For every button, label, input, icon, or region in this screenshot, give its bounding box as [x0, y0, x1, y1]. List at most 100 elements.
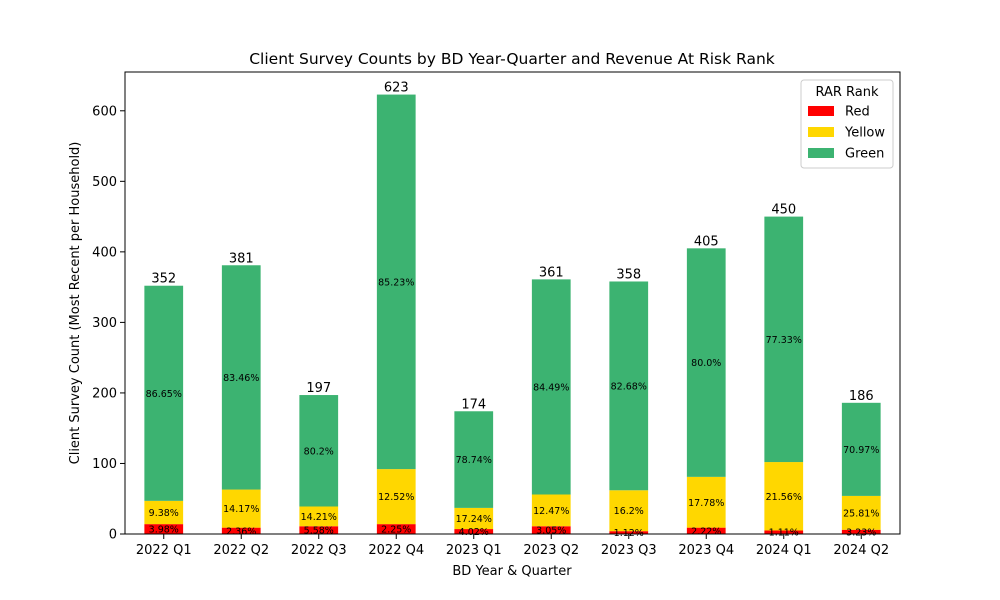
y-tick-label: 500: [92, 175, 117, 190]
x-tick-label: 2023 Q4: [678, 543, 734, 558]
bar-yellow-2023-q2: [531, 494, 571, 527]
segment-label-red: 4.02%: [459, 527, 489, 538]
bar-red-2022-q3: [299, 526, 339, 534]
bar-green-2022-q4: [376, 94, 416, 470]
segment-label-yellow: 12.52%: [378, 492, 414, 503]
segment-label-green: 85.23%: [378, 277, 414, 288]
bar-green-2023-q3: [609, 281, 649, 491]
bar-total-label: 352: [151, 272, 176, 287]
bar-total-label: 361: [539, 265, 564, 280]
plot-frame: [124, 71, 901, 535]
bar-total-label: 186: [849, 389, 874, 404]
bar-green-2024-q2: [841, 402, 881, 496]
legend-box: [800, 79, 894, 169]
x-tick-label: 2023 Q3: [601, 543, 657, 558]
bar-red-2023-q4: [686, 527, 726, 534]
segment-label-red: 1.11%: [769, 528, 799, 539]
bar-yellow-2022-q1: [144, 500, 184, 525]
x-tick-label: 2022 Q4: [368, 543, 424, 558]
axes: 2022 Q1 2022 Q2 2022 Q3 2022 Q4 2023 Q1 2023 …: [92, 104, 889, 558]
segment-label-green: 78.74%: [456, 455, 492, 466]
bar-total-label: 450: [771, 203, 796, 218]
segment-label-yellow: 21.56%: [766, 492, 802, 503]
chart-title: Client Survey Counts by BD Year-Quarter …: [249, 50, 775, 68]
x-tick-label: 2022 Q3: [291, 543, 347, 558]
bar-yellow-2024-q1: [764, 462, 804, 531]
x-tick-label: 2022 Q2: [213, 543, 269, 558]
x-tick-label: 2022 Q1: [136, 543, 192, 558]
segment-label-red: 3.23%: [846, 527, 876, 538]
bar-yellow-2023-q1: [454, 507, 494, 530]
x-tick-label: 2024 Q2: [833, 543, 889, 558]
x-tick-label: 2024 Q1: [756, 543, 812, 558]
bar-red-2023-q3: [609, 531, 649, 534]
segment-label-yellow: 16.2%: [614, 506, 644, 517]
segment-label-green: 80.2%: [304, 446, 334, 457]
segment-label-yellow: 14.17%: [223, 504, 259, 515]
segment-label-yellow: 14.21%: [301, 512, 337, 523]
segment-label-green: 83.46%: [223, 373, 259, 384]
segment-label-red: 3.98%: [149, 525, 179, 536]
bar-red-2023-q2: [531, 526, 571, 534]
bar-green-2022-q3: [299, 395, 339, 507]
plot-area: 3.98% 9.38% 86.65% 352 2.36% 14.17% 83.46% 381 5…: [144, 81, 881, 539]
bar-green-2023-q1: [454, 411, 494, 508]
segment-label-green: 82.68%: [611, 381, 647, 392]
bar-red-2022-q2: [221, 527, 261, 534]
segment-label-green: 84.49%: [533, 382, 569, 393]
bar-green-2023-q4: [686, 248, 726, 477]
segment-label-red: 2.36%: [226, 526, 256, 537]
bar-green-2023-q2: [531, 279, 571, 495]
segment-label-yellow: 17.78%: [688, 498, 724, 509]
bar-red-2024-q1: [764, 530, 804, 534]
segment-label-red: 5.58%: [304, 526, 334, 537]
bar-red-2024-q2: [841, 529, 881, 534]
y-tick-label: 200: [92, 386, 117, 401]
bar-yellow-2022-q4: [376, 469, 416, 525]
bar-yellow-2023-q3: [609, 490, 649, 532]
y-tick-label: 600: [92, 104, 117, 119]
y-tick-label: 100: [92, 457, 117, 472]
y-axis-label: Client Survey Count (Most Recent per Hou…: [68, 142, 83, 465]
bar-total-label: 381: [229, 251, 254, 266]
segment-label-red: 2.25%: [381, 525, 411, 536]
segment-label-green: 77.33%: [766, 335, 802, 346]
segment-label-green: 70.97%: [843, 445, 879, 456]
legend: RAR Rank Red Yellow Green: [800, 79, 894, 169]
bar-red-2022-q4: [376, 524, 416, 534]
bar-red-2023-q1: [454, 529, 494, 534]
legend-swatch-yellow: [808, 127, 834, 137]
segment-label-green: 80.0%: [691, 358, 721, 369]
segment-label-yellow: 25.81%: [843, 508, 879, 519]
segment-label-red: 3.05%: [536, 526, 566, 537]
bar-total-label: 197: [306, 381, 331, 396]
bar-green-2022-q2: [221, 265, 261, 490]
y-tick-label: 400: [92, 245, 117, 260]
bar-red-2022-q1: [144, 524, 184, 534]
bar-total-label: 174: [461, 397, 486, 412]
segment-label-red: 2.22%: [691, 526, 721, 537]
x-tick-label: 2023 Q1: [446, 543, 502, 558]
segment-label-yellow: 12.47%: [533, 506, 569, 517]
y-tick-label: 0: [109, 528, 117, 543]
bar-green-2022-q1: [144, 285, 184, 501]
bar-yellow-2024-q2: [841, 495, 881, 530]
segment-label-yellow: 9.38%: [149, 508, 179, 519]
legend-label-red: Red: [845, 105, 870, 120]
bar-total-label: 358: [616, 267, 641, 282]
segment-label-yellow: 17.24%: [456, 514, 492, 525]
legend-swatch-green: [808, 148, 834, 158]
bar-yellow-2022-q3: [299, 506, 339, 527]
legend-title: RAR Rank: [815, 85, 879, 100]
bar-total-label: 623: [384, 81, 409, 96]
x-axis-label: BD Year & Quarter: [452, 564, 572, 579]
bar-total-label: 405: [694, 234, 719, 249]
x-tick-label: 2023 Q2: [523, 543, 579, 558]
bar-yellow-2022-q2: [221, 489, 261, 528]
y-tick-label: 300: [92, 316, 117, 331]
legend-label-green: Green: [845, 147, 884, 162]
legend-label-yellow: Yellow: [844, 126, 885, 141]
segment-label-green: 86.65%: [146, 389, 182, 400]
legend-swatch-red: [808, 106, 834, 116]
